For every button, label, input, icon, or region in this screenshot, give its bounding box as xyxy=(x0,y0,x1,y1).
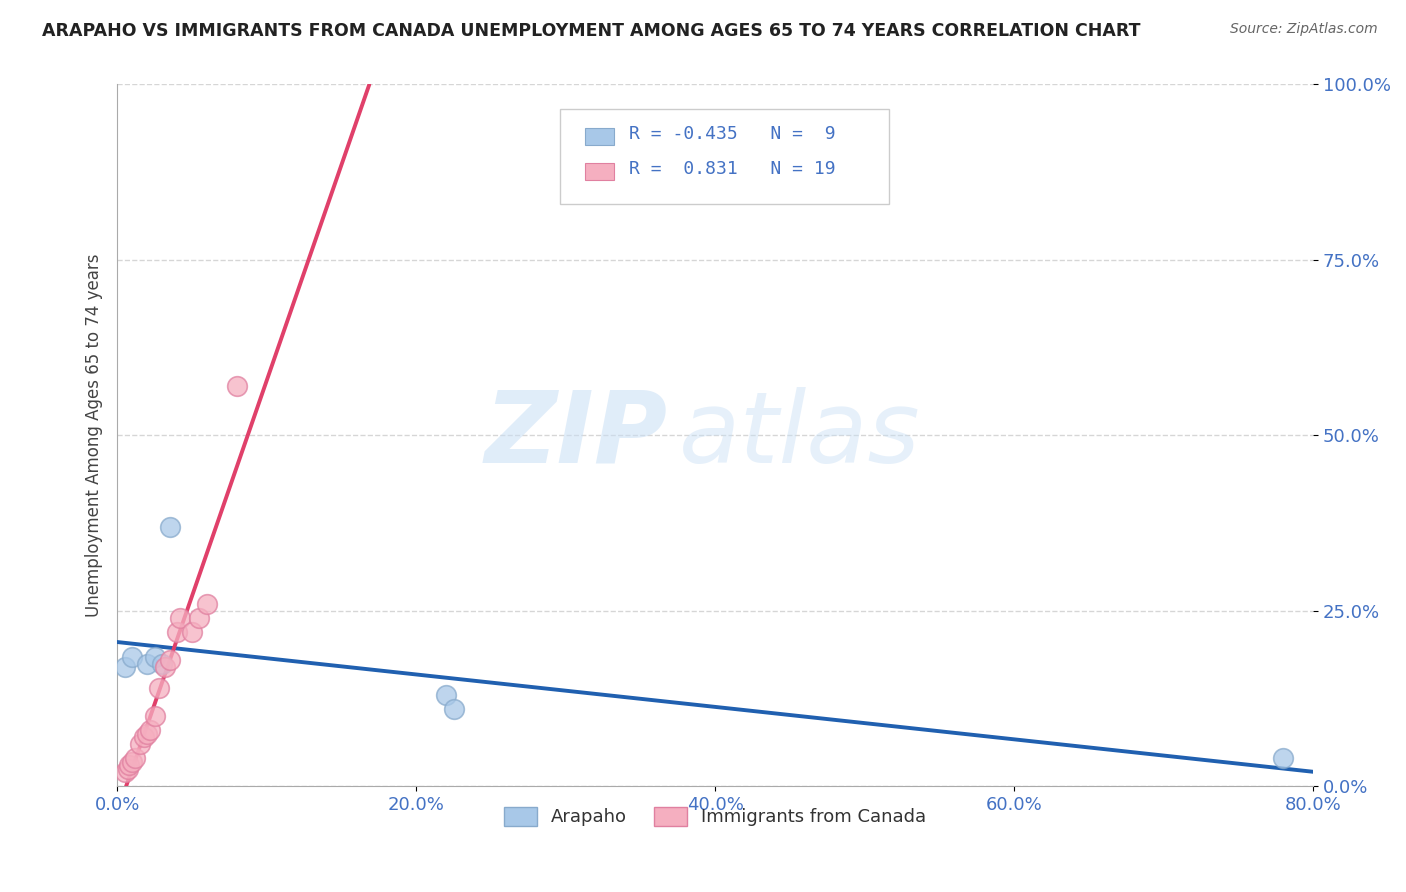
Point xyxy=(1272,751,1295,765)
Point xyxy=(118,758,141,772)
Text: R =  0.831   N = 19: R = 0.831 N = 19 xyxy=(628,160,835,178)
Point xyxy=(169,611,191,625)
FancyBboxPatch shape xyxy=(585,162,613,180)
Point xyxy=(136,657,159,671)
Point xyxy=(181,625,204,640)
Point xyxy=(136,727,159,741)
Point xyxy=(114,660,136,674)
Text: ZIP: ZIP xyxy=(485,387,668,484)
Y-axis label: Unemployment Among Ages 65 to 74 years: Unemployment Among Ages 65 to 74 years xyxy=(86,253,103,617)
Legend: Arapaho, Immigrants from Canada: Arapaho, Immigrants from Canada xyxy=(496,800,934,834)
Point xyxy=(121,649,143,664)
Text: R = -0.435   N =  9: R = -0.435 N = 9 xyxy=(628,125,835,143)
Point xyxy=(195,597,218,611)
Point xyxy=(143,649,166,664)
Point xyxy=(159,653,181,667)
Point xyxy=(117,762,139,776)
Point xyxy=(150,657,173,671)
Point xyxy=(166,625,188,640)
Point xyxy=(148,681,170,696)
Point xyxy=(143,709,166,723)
Point xyxy=(114,765,136,780)
Point xyxy=(139,723,162,738)
FancyBboxPatch shape xyxy=(560,109,889,203)
Point xyxy=(434,688,457,702)
Point xyxy=(121,755,143,769)
Point xyxy=(153,660,176,674)
FancyBboxPatch shape xyxy=(585,128,613,145)
Point xyxy=(443,702,465,716)
Point xyxy=(128,737,150,751)
Point xyxy=(124,751,146,765)
Text: ARAPAHO VS IMMIGRANTS FROM CANADA UNEMPLOYMENT AMONG AGES 65 TO 74 YEARS CORRELA: ARAPAHO VS IMMIGRANTS FROM CANADA UNEMPL… xyxy=(42,22,1140,40)
Text: atlas: atlas xyxy=(679,387,921,484)
Point xyxy=(225,379,247,393)
Point xyxy=(132,731,155,745)
Text: Source: ZipAtlas.com: Source: ZipAtlas.com xyxy=(1230,22,1378,37)
Point xyxy=(188,611,211,625)
Point xyxy=(159,519,181,533)
